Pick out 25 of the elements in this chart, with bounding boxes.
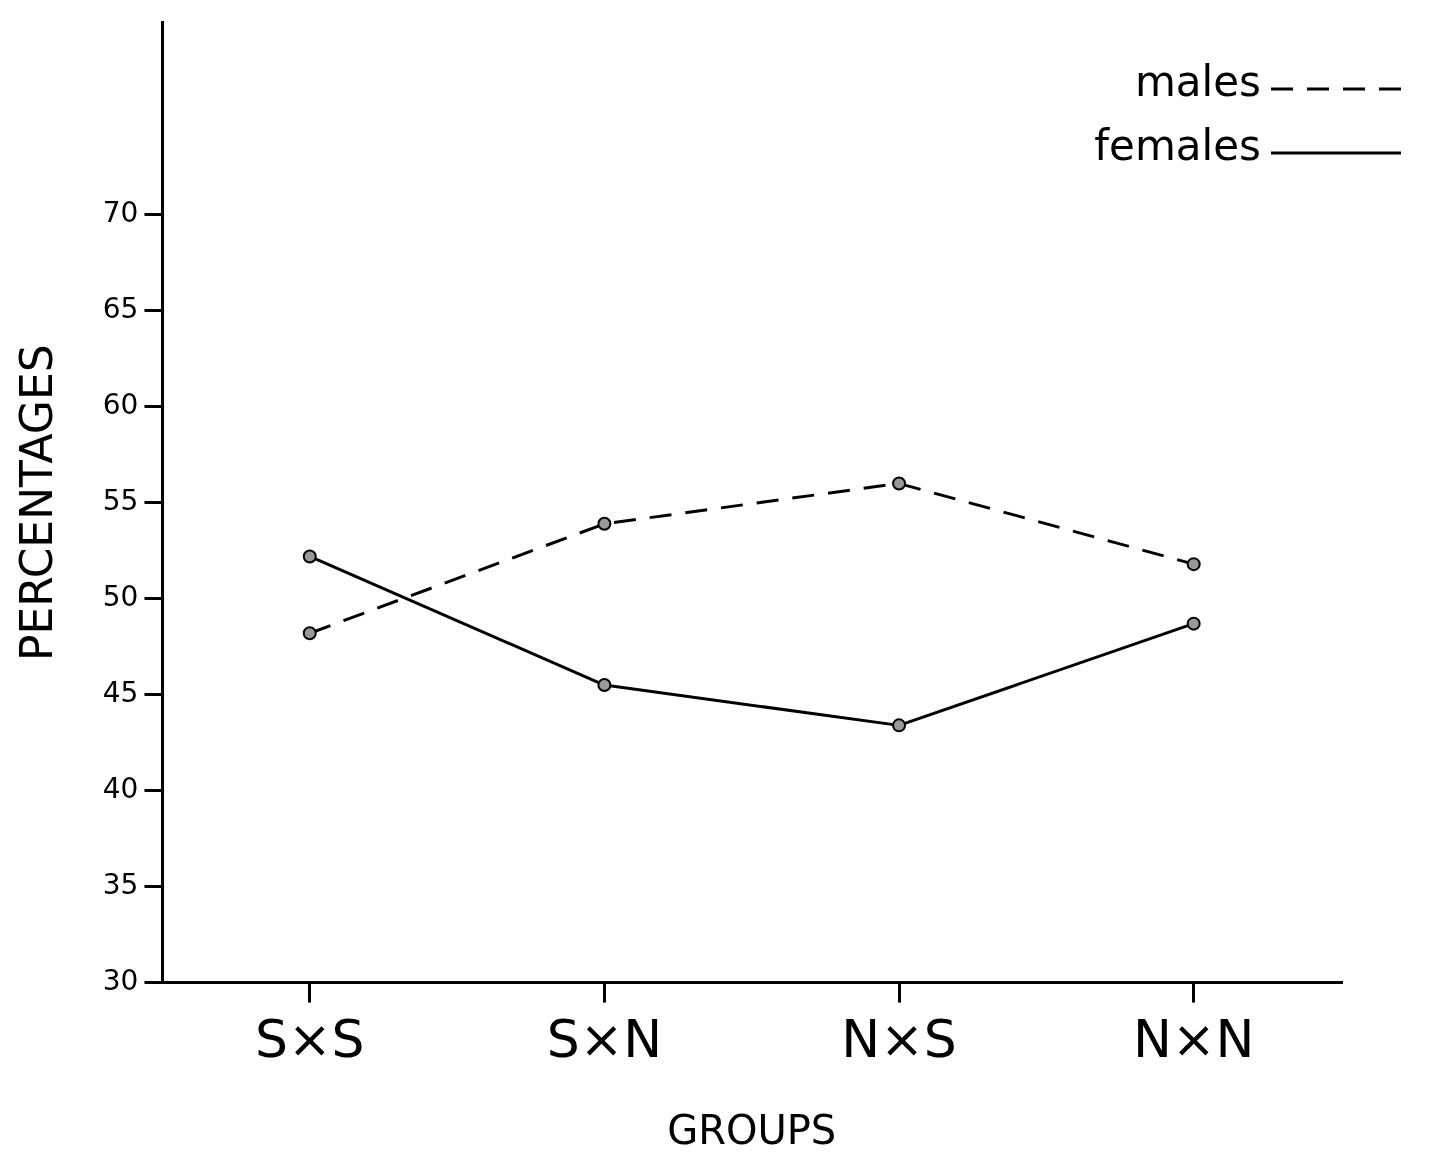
- y-tick-label: 50: [102, 579, 139, 613]
- y-tick-label: 40: [102, 771, 139, 805]
- y-tick-label: 65: [102, 292, 139, 326]
- y-tick-label: 45: [102, 675, 139, 709]
- x-tick-label: S×S: [254, 1009, 365, 1070]
- legend-label: females: [1094, 120, 1261, 170]
- point: [302, 626, 317, 641]
- point: [892, 476, 907, 491]
- x-tick-label: N×S: [841, 1009, 957, 1070]
- y-tick-label: 30: [102, 963, 139, 997]
- x-tick-label: N×N: [1132, 1009, 1255, 1070]
- y-axis-title: PERCENTAGES: [10, 344, 62, 662]
- y-tick-label: 60: [102, 388, 139, 421]
- point: [597, 678, 612, 693]
- legend-label: males: [1134, 56, 1261, 106]
- point: [597, 516, 612, 531]
- point: [1186, 557, 1201, 572]
- y-tick-label: 55: [102, 483, 139, 517]
- y-tick-label: 35: [102, 867, 139, 901]
- point: [1186, 616, 1201, 631]
- y-tick-label: 70: [102, 196, 139, 230]
- x-tick-label: S×N: [546, 1009, 663, 1070]
- point: [892, 718, 907, 733]
- x-axis-title: GROUPS: [667, 1107, 837, 1154]
- point: [302, 549, 317, 564]
